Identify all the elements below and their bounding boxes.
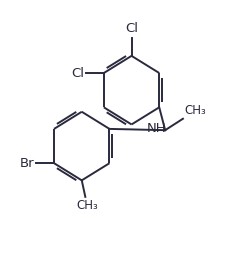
Text: Br: Br [20,157,34,170]
Text: CH₃: CH₃ [77,199,99,212]
Text: NH: NH [147,122,166,135]
Text: Cl: Cl [125,22,138,35]
Text: CH₃: CH₃ [184,104,206,117]
Text: Cl: Cl [71,67,84,80]
